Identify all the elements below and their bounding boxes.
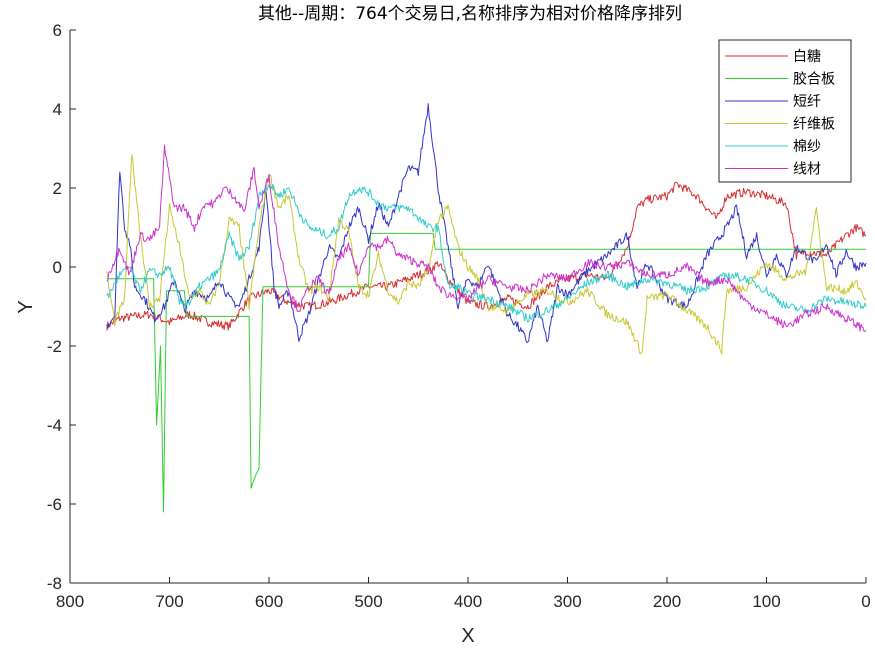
- y-axis-label: Y: [15, 300, 37, 313]
- y-tick-label: 6: [53, 21, 62, 40]
- series-line-0: [106, 181, 867, 331]
- x-tick-label: 700: [155, 592, 183, 611]
- series-line-4: [106, 184, 867, 323]
- legend-label: 线材: [793, 162, 821, 178]
- y-tick-label: 0: [53, 258, 62, 277]
- y-tick-label: -8: [47, 574, 62, 593]
- legend-label: 棉纱: [793, 138, 821, 155]
- x-tick-label: 800: [56, 592, 84, 611]
- chart-title: 其他--周期：764个交易日,名称排序为相对价格降序排列: [258, 4, 682, 24]
- series-line-1: [106, 232, 866, 513]
- x-tick-label: 200: [653, 592, 681, 611]
- y-tick-label: 4: [53, 100, 62, 119]
- y-tick-label: -4: [47, 416, 62, 435]
- x-tick-label: 100: [752, 592, 780, 611]
- legend-box: [718, 39, 852, 183]
- y-tick-label: -6: [47, 495, 62, 514]
- x-axis-label: X: [461, 625, 474, 647]
- x-tick-label: 400: [454, 592, 482, 611]
- series-line-5: [106, 144, 867, 332]
- y-tick-label: -2: [47, 337, 62, 356]
- series-lines: [106, 103, 867, 513]
- axes: 800 700 600 500 400 300 200 100 0 -8 -6 -4 -2 0 2 4 6: [47, 21, 871, 611]
- legend-label: 胶合板: [793, 71, 835, 88]
- y-tick-label: 2: [53, 179, 62, 198]
- x-tick-label: 600: [255, 592, 283, 611]
- x-tick-label: 0: [861, 592, 870, 611]
- legend-label: 白糖: [793, 49, 821, 65]
- x-tick-label: 500: [354, 592, 382, 611]
- series-line-2: [106, 103, 867, 344]
- x-tick-label: 300: [553, 592, 581, 611]
- legend-label: 短纤: [793, 94, 821, 110]
- legend-label: 纤维板: [793, 117, 835, 133]
- series-line-3: [106, 154, 867, 355]
